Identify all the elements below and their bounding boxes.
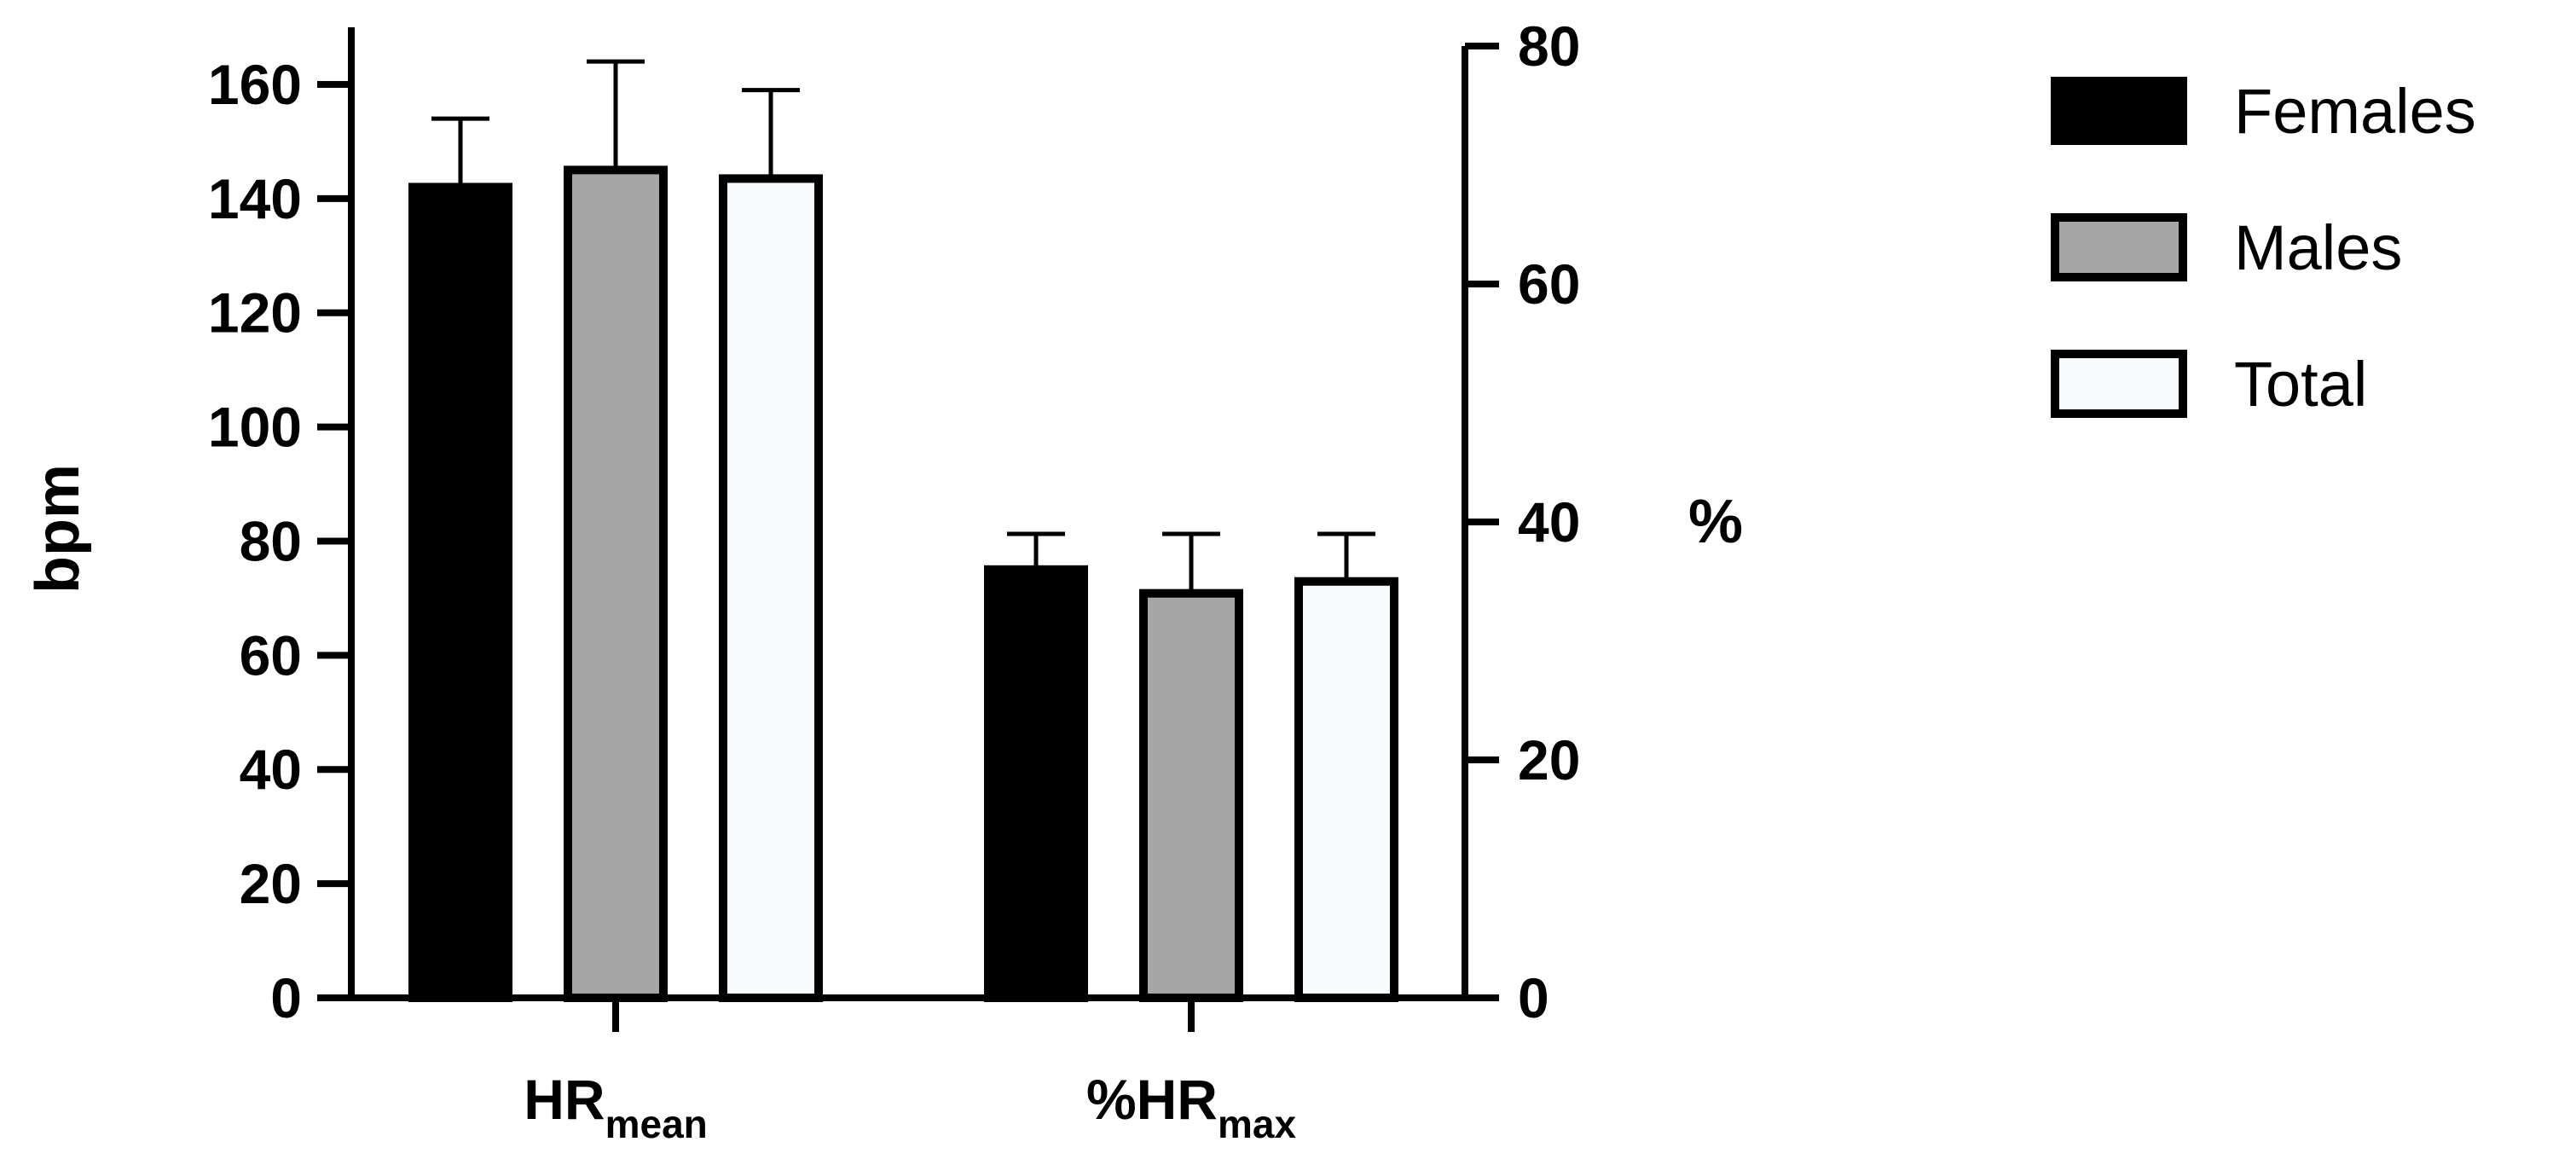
x-category-label: HRmean [524, 1068, 708, 1146]
bar-total-max [1294, 577, 1398, 1002]
legend-label-females: Females [2234, 76, 2476, 147]
legend-label-total: Total [2234, 349, 2367, 420]
bar-females-mean [408, 183, 512, 1002]
y-right-tick-label: 40 [1518, 490, 1580, 554]
y-left-tick-label: 160 [208, 53, 302, 116]
bar-total-mean [719, 174, 823, 1003]
bars [408, 165, 1398, 1003]
legend-swatch-males [2051, 213, 2187, 281]
legend-swatch-females [2051, 77, 2187, 145]
y-left-tick-label: 40 [240, 738, 302, 801]
bar-females-max [984, 565, 1088, 1002]
y-left-tick-label: 140 [208, 167, 302, 230]
x-category-label-subscript: mean [605, 1102, 708, 1146]
y-right-tick-label: 60 [1518, 252, 1580, 316]
x-category-label-main: HR [524, 1068, 605, 1131]
axes [317, 27, 1499, 1032]
y-left-tick-label: 20 [240, 852, 302, 915]
y-right-tick-label: 80 [1518, 14, 1580, 78]
y-left-tick-label: 80 [240, 509, 302, 572]
y-left-tick-label: 0 [270, 966, 302, 1029]
x-category-label: %HRmax [1086, 1068, 1297, 1146]
y-left-tick-label: 100 [208, 396, 302, 459]
y-right-tick-label: 0 [1518, 966, 1549, 1029]
y-axis-left-title: bpm [24, 464, 92, 594]
bar-males-max [1139, 588, 1243, 1002]
error-bars [431, 59, 1375, 594]
legend-swatch-total [2051, 350, 2187, 418]
y-left-tick-label: 60 [240, 623, 302, 687]
x-category-label-subscript: max [1218, 1102, 1296, 1146]
y-left-tick-label: 120 [208, 281, 302, 345]
y-axis-right-title: % [1688, 488, 1743, 556]
bar-males-mean [564, 165, 668, 1002]
legend: Females Males Total [2051, 76, 2476, 420]
legend-label-males: Males [2234, 212, 2402, 283]
y-right-tick-label: 20 [1518, 728, 1580, 791]
x-category-label-main: %HR [1086, 1068, 1218, 1131]
